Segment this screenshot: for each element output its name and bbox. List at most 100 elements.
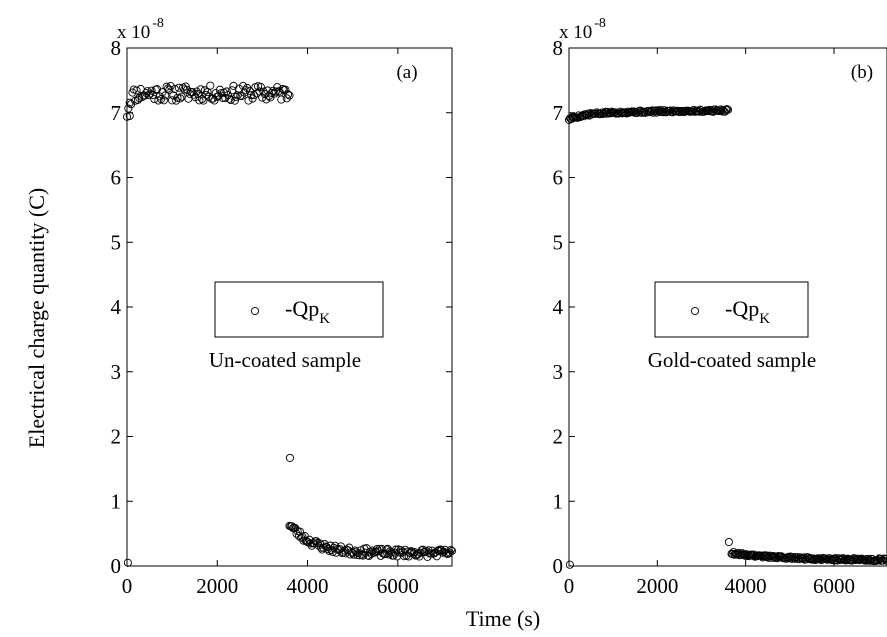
data-point [256, 82, 265, 91]
data-point [240, 88, 249, 97]
legend-marker [690, 306, 700, 316]
panel-label: (b) [851, 62, 873, 83]
y-tick-label: 3 [111, 360, 122, 384]
data-point [282, 94, 291, 103]
data-point [738, 549, 747, 558]
data-point [881, 554, 887, 564]
data-point [168, 96, 177, 105]
data-point [447, 546, 457, 555]
y-tick-label: 1 [553, 489, 564, 513]
panel-b: 0 1 2 3 4 5 6 7 8 0 2000 4000 6000 x 10 -8 (b) -QpK Gold-… [553, 16, 887, 598]
data-point [446, 545, 455, 555]
data-point [348, 548, 357, 558]
data-point [299, 536, 308, 545]
y-tick-label: 8 [553, 36, 564, 60]
data-point [263, 86, 272, 95]
y-tick-label: 6 [111, 166, 122, 190]
data-point [273, 83, 282, 92]
data-point [183, 85, 192, 94]
data-point [301, 536, 310, 545]
x-tick-label: 6000 [813, 574, 855, 598]
data-point [695, 107, 704, 116]
data-point [193, 89, 203, 99]
y-tick-label: 6 [553, 166, 564, 190]
data-point [264, 91, 274, 101]
data-point [176, 94, 185, 103]
legend-label: -QpK [725, 296, 770, 327]
x-tick-label: 0 [122, 574, 133, 598]
sample-label: Un-coated sample [209, 348, 361, 372]
data-point [147, 86, 156, 95]
data-point [724, 537, 733, 547]
y-multiplier: x 10 -8 [117, 16, 164, 43]
data-point [204, 92, 213, 101]
x-tick-label: 4000 [287, 574, 329, 598]
data-point [224, 91, 233, 100]
data-point [718, 106, 727, 115]
data-point [125, 111, 134, 121]
y-axis-label: Electrical charge quantity (C) [24, 188, 49, 448]
data-point [244, 96, 253, 105]
data-point [230, 96, 239, 105]
data-point [649, 108, 658, 117]
data-point [144, 90, 153, 100]
data-point [232, 93, 241, 102]
y-tick-label: 0 [111, 554, 122, 578]
data-point [723, 105, 733, 114]
data-point [133, 95, 142, 104]
data-point [124, 104, 133, 113]
y-tick-label: 8 [111, 36, 122, 60]
panel-a: 0 1 2 3 4 5 6 7 8 0 2000 4000 6000 x 10 -8 (a) -QpK Un-co… [111, 16, 457, 598]
data-point [243, 83, 252, 93]
data-point [123, 558, 132, 567]
x-axis-label: Time (s) [466, 606, 540, 631]
x-tick-label: 2000 [636, 574, 678, 598]
data-point [432, 552, 441, 561]
data-point [188, 88, 197, 97]
y-tick-label: 0 [553, 554, 564, 578]
data-point [165, 85, 174, 94]
legend-box [214, 281, 384, 338]
sample-label: Gold-coated sample [648, 348, 817, 372]
y-tick-label: 7 [553, 101, 564, 125]
legend-label: -QpK [285, 296, 330, 327]
data-point [407, 547, 416, 556]
data-point [196, 85, 205, 94]
y-tick-label: 4 [553, 295, 564, 319]
y-tick-label: 1 [111, 489, 122, 513]
data-point [166, 82, 175, 91]
data-point [169, 91, 178, 100]
y-tick-label: 5 [553, 230, 564, 254]
x-tick-label: 2000 [196, 574, 238, 598]
data-point [173, 93, 182, 102]
data-point [170, 84, 179, 94]
data-series [122, 81, 457, 567]
data-point [248, 94, 257, 103]
y-multiplier: x 10 -8 [559, 16, 606, 43]
data-point [206, 81, 215, 90]
data-point [295, 527, 305, 536]
legend: -QpK [654, 281, 809, 338]
panel-label: (a) [396, 62, 417, 83]
y-tick-label: 5 [111, 230, 122, 254]
data-point [647, 107, 656, 116]
data-point [294, 532, 303, 541]
y-tick-label: 3 [553, 360, 564, 384]
data-point [659, 106, 669, 115]
legend-marker [250, 306, 260, 316]
data-point [208, 94, 218, 103]
data-point [349, 550, 358, 559]
data-point [222, 87, 231, 96]
data-point [161, 91, 170, 100]
data-point [281, 85, 290, 94]
x-tick-label: 4000 [725, 574, 767, 598]
data-point [245, 86, 254, 96]
y-tick-label: 2 [553, 425, 564, 449]
x-tick-label: 6000 [377, 574, 419, 598]
data-point [259, 87, 268, 96]
data-point [882, 556, 887, 565]
data-point [143, 87, 152, 96]
data-point [241, 86, 250, 95]
data-point [310, 539, 319, 548]
